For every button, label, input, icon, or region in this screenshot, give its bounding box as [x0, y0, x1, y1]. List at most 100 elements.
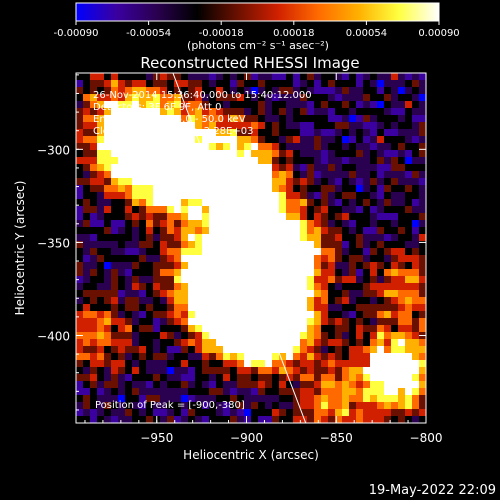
- heatmap-cell: [104, 262, 112, 270]
- heatmap-cell: [188, 297, 196, 305]
- heatmap-cell: [160, 318, 168, 326]
- heatmap-cell: [300, 178, 308, 186]
- heatmap-cell: [349, 325, 357, 333]
- heatmap-cell: [209, 73, 217, 81]
- heatmap-cell: [356, 199, 364, 207]
- heatmap-cell: [223, 367, 231, 375]
- colorbar-tick-label: -0.00090: [54, 28, 99, 39]
- heatmap-cell: [300, 192, 308, 200]
- heatmap-cell: [118, 367, 126, 375]
- heatmap-cell: [188, 164, 196, 172]
- heatmap-cell: [90, 206, 98, 214]
- heatmap-cell: [216, 234, 224, 242]
- heatmap-cell: [265, 227, 273, 235]
- heatmap-cell: [153, 213, 161, 221]
- heatmap-cell: [265, 318, 273, 326]
- heatmap-cell: [293, 346, 301, 354]
- heatmap-cell: [384, 416, 392, 423]
- heatmap-cell: [307, 269, 315, 277]
- heatmap-cell: [370, 283, 378, 291]
- heatmap-cell: [195, 381, 203, 389]
- heatmap-cell: [265, 94, 273, 102]
- heatmap-cell: [384, 367, 392, 375]
- heatmap-cell: [216, 213, 224, 221]
- heatmap-cell: [251, 318, 259, 326]
- heatmap-cell: [195, 94, 203, 102]
- heatmap-cell: [97, 87, 105, 95]
- heatmap-cell: [244, 402, 252, 410]
- heatmap-cell: [76, 374, 84, 382]
- heatmap-cell: [167, 409, 175, 417]
- heatmap-cell: [307, 227, 315, 235]
- heatmap-cell: [160, 178, 168, 186]
- heatmap-cell: [153, 101, 161, 109]
- heatmap-cell: [237, 227, 245, 235]
- heatmap-cell: [265, 80, 273, 88]
- heatmap-cell: [118, 80, 126, 88]
- heatmap-cell: [76, 297, 84, 305]
- heatmap-cell: [167, 360, 175, 368]
- heatmap-cell: [307, 353, 315, 361]
- heatmap-cell: [125, 395, 133, 403]
- heatmap-cell: [132, 276, 140, 284]
- heatmap-cell: [244, 150, 252, 158]
- heatmap-cell: [202, 374, 210, 382]
- heatmap-cell: [265, 297, 273, 305]
- heatmap-cell: [216, 367, 224, 375]
- heatmap-cell: [244, 409, 252, 417]
- heatmap-cell: [321, 353, 329, 361]
- heatmap-cell: [258, 332, 266, 340]
- heatmap-cell: [251, 276, 259, 284]
- heatmap-cell: [160, 311, 168, 319]
- heatmap-cell: [244, 416, 252, 423]
- heatmap-cell: [160, 269, 168, 277]
- heatmap-cell: [391, 276, 399, 284]
- heatmap-cell: [160, 276, 168, 284]
- heatmap-cell: [202, 297, 210, 305]
- heatmap-cell: [118, 164, 126, 172]
- heatmap-cell: [356, 248, 364, 256]
- heatmap-cell: [146, 332, 154, 340]
- heatmap-cell: [300, 80, 308, 88]
- heatmap-cell: [181, 115, 189, 123]
- heatmap-cell: [167, 402, 175, 410]
- heatmap-cell: [391, 409, 399, 417]
- heatmap-cell: [202, 122, 210, 130]
- heatmap-cell: [307, 297, 315, 305]
- heatmap-cell: [146, 262, 154, 270]
- heatmap-cell: [195, 178, 203, 186]
- heatmap-cell: [216, 136, 224, 144]
- heatmap-cell: [412, 262, 420, 270]
- heatmap-cell: [209, 136, 217, 144]
- heatmap-cell: [370, 178, 378, 186]
- heatmap-cell: [160, 171, 168, 179]
- heatmap-cell: [321, 262, 329, 270]
- heatmap-cell: [132, 178, 140, 186]
- heatmap-cell: [405, 143, 413, 151]
- heatmap-cell: [398, 381, 406, 389]
- heatmap-cell: [209, 297, 217, 305]
- heatmap-cell: [125, 87, 133, 95]
- heatmap-cell: [181, 255, 189, 263]
- heatmap-cell: [139, 318, 147, 326]
- heatmap-cell: [174, 213, 182, 221]
- heatmap-cell: [188, 192, 196, 200]
- heatmap-cell: [265, 234, 273, 242]
- heatmap-cell: [377, 304, 385, 312]
- heatmap-cell: [125, 192, 133, 200]
- heatmap-cell: [139, 290, 147, 298]
- heatmap-cell: [125, 332, 133, 340]
- heatmap-cell: [405, 171, 413, 179]
- heatmap-cell: [321, 346, 329, 354]
- heatmap-cell: [153, 143, 161, 151]
- heatmap-cell: [377, 311, 385, 319]
- heatmap-cell: [244, 269, 252, 277]
- heatmap-cell: [384, 269, 392, 277]
- heatmap-cell: [146, 87, 154, 95]
- heatmap-cell: [419, 178, 426, 186]
- heatmap-cell: [286, 409, 294, 417]
- heatmap-cell: [237, 304, 245, 312]
- heatmap-cell: [391, 108, 399, 116]
- heatmap-cell: [405, 157, 413, 165]
- heatmap-cell: [398, 87, 406, 95]
